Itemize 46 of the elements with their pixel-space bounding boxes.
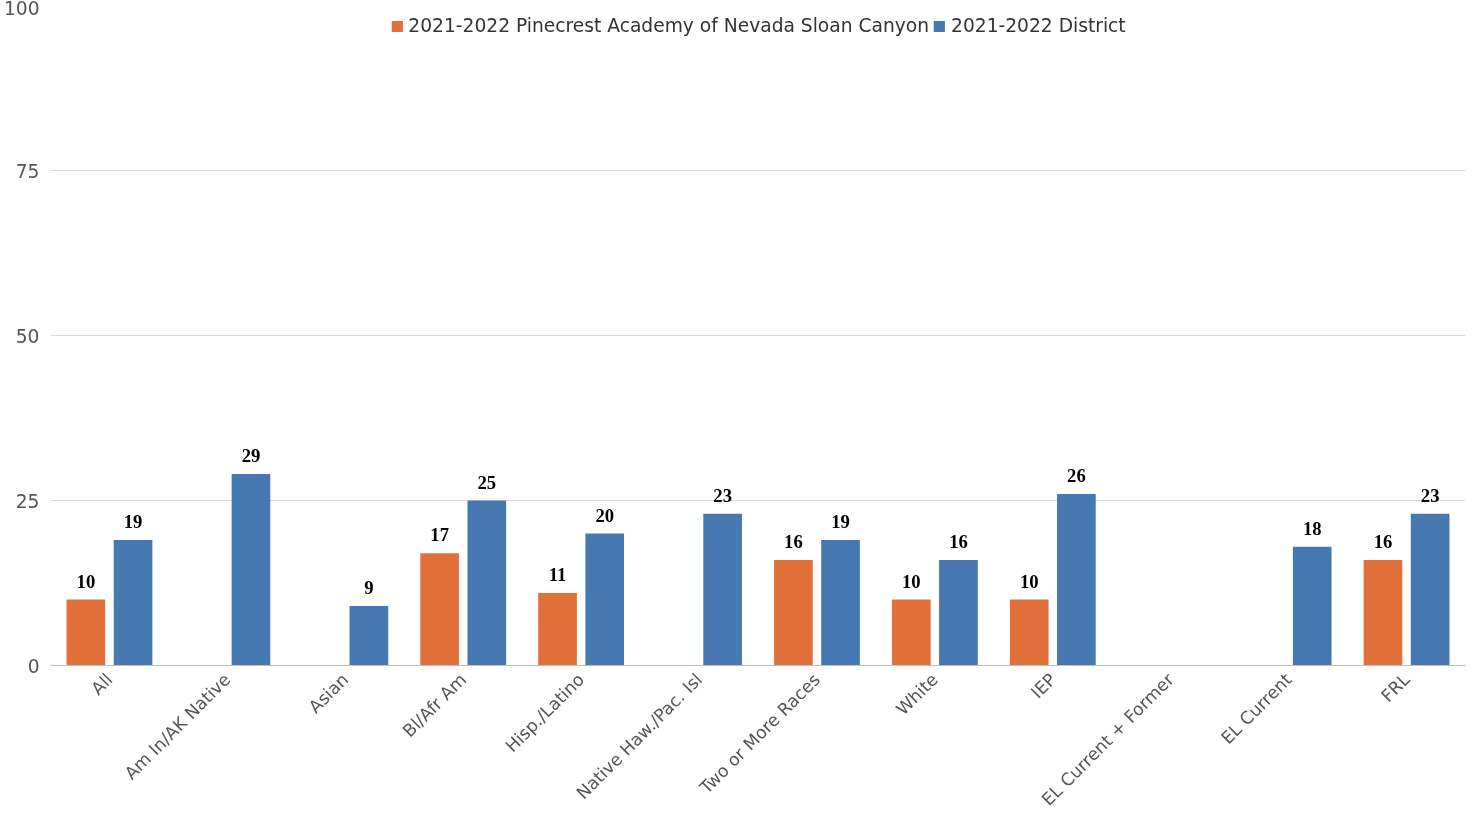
data-label: 10 (76, 570, 96, 592)
y-tick-label: 100 (3, 0, 40, 19)
data-label: 20 (595, 504, 615, 526)
bar (774, 559, 813, 666)
bar (1363, 559, 1403, 666)
bar (66, 599, 106, 666)
bar (1009, 599, 1049, 666)
data-label: 16 (949, 530, 968, 552)
bar (113, 540, 153, 666)
data-label: 9 (364, 577, 374, 599)
data-label: 23 (713, 484, 732, 506)
bar (939, 559, 978, 666)
bar (349, 606, 389, 666)
data-label: 17 (430, 524, 449, 546)
bar (585, 533, 625, 666)
data-label: 19 (123, 511, 143, 533)
data-label: 18 (1302, 517, 1322, 539)
bar (231, 474, 271, 666)
bar (1410, 513, 1450, 666)
x-tick-label: All (87, 669, 117, 699)
data-label: 26 (1067, 464, 1086, 486)
y-tick-label: 0 (27, 655, 40, 677)
legend-label: 2021-2022 District (951, 15, 1126, 36)
y-tick-label: 25 (15, 490, 40, 512)
data-label: 16 (1373, 530, 1393, 552)
bar (1057, 493, 1096, 666)
legend-label: 2021-2022 Pinecrest Academy of Nevada Sloan Canyon (408, 15, 930, 36)
bar (538, 592, 577, 666)
bar (467, 500, 507, 666)
y-tick-label: 75 (15, 160, 40, 182)
data-label: 10 (1019, 570, 1039, 592)
x-tick-label: FRL (1377, 669, 1414, 706)
bar (821, 540, 860, 666)
bar (703, 513, 742, 666)
data-label: 23 (1420, 484, 1440, 506)
bar (1292, 546, 1332, 666)
bar (891, 599, 931, 666)
x-tick-label: IEP (1026, 669, 1060, 703)
data-label: 11 (548, 563, 567, 585)
data-label: 16 (784, 530, 803, 552)
data-label: 29 (241, 445, 261, 467)
data-label: 19 (831, 511, 850, 533)
data-label: 25 (477, 471, 497, 493)
data-label: 10 (901, 570, 921, 592)
bar (420, 553, 459, 666)
y-tick-label: 50 (15, 325, 40, 347)
